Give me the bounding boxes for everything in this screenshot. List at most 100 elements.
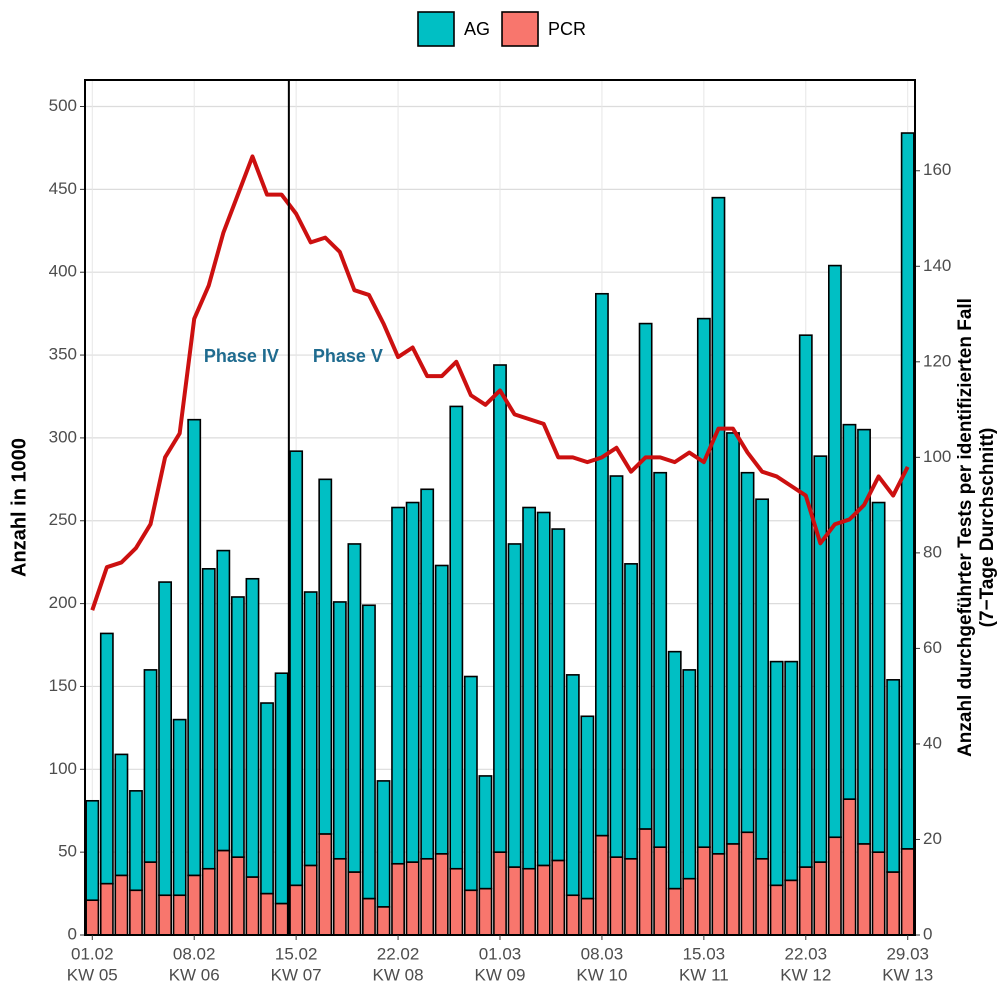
y2-tick-label: 100 — [923, 447, 951, 466]
x-tick-label: 22.02 — [377, 944, 420, 963]
y2-axis-title: Anzahl durchgeführter Tests per identifi… — [955, 298, 976, 757]
bar — [260, 702, 274, 895]
bar — [813, 455, 828, 863]
y2-tick-label: 120 — [923, 351, 951, 370]
bar — [667, 650, 682, 890]
x-tick-sublabel: KW 12 — [780, 965, 831, 984]
bar — [463, 675, 478, 892]
bar — [362, 897, 376, 936]
x-tick-sublabel: KW 13 — [882, 965, 933, 984]
bar — [609, 856, 624, 936]
bar — [463, 889, 478, 936]
bar — [99, 632, 114, 885]
bar — [711, 853, 726, 936]
bar — [143, 669, 158, 863]
bar — [638, 828, 653, 936]
bar — [318, 833, 333, 936]
bar — [827, 836, 842, 936]
legend-swatch — [417, 11, 455, 47]
bar — [769, 660, 784, 887]
bar — [740, 471, 755, 834]
bar — [624, 563, 638, 860]
bar — [376, 780, 391, 908]
x-tick-sublabel: KW 09 — [474, 965, 525, 984]
bar — [449, 867, 464, 936]
bar — [493, 364, 507, 853]
x-tick-label: 15.03 — [683, 944, 726, 963]
bar — [187, 418, 202, 877]
y2-tick-label: 0 — [923, 924, 932, 943]
y-tick-label: 350 — [49, 345, 77, 364]
bar — [653, 471, 668, 848]
bar — [857, 428, 871, 845]
bar — [449, 405, 464, 870]
bar — [813, 861, 828, 936]
y-tick-label: 100 — [49, 759, 77, 778]
bar — [391, 506, 405, 865]
y2-tick-label: 160 — [923, 160, 951, 179]
bar — [201, 867, 216, 936]
bar — [784, 879, 799, 936]
bar — [536, 864, 551, 936]
bar — [420, 857, 435, 936]
bar — [900, 848, 915, 936]
legend-swatch — [501, 11, 539, 47]
bar — [522, 867, 537, 936]
bar — [114, 874, 129, 936]
bar — [391, 862, 405, 936]
bar — [638, 322, 653, 830]
bar — [696, 317, 711, 848]
bar — [798, 334, 813, 868]
bar — [318, 478, 333, 835]
bar — [842, 423, 857, 800]
annotation: Phase V — [313, 346, 383, 366]
legend-label: AG — [464, 19, 490, 39]
bar — [624, 857, 638, 936]
y2-tick-label: 80 — [923, 542, 942, 561]
bar — [507, 866, 522, 936]
bar — [172, 894, 187, 936]
bar — [245, 876, 260, 936]
bar — [900, 132, 915, 850]
bar — [580, 715, 595, 900]
bar — [376, 906, 391, 936]
bar — [755, 857, 770, 936]
bar — [580, 897, 595, 936]
bar — [230, 596, 245, 858]
bar — [216, 849, 231, 936]
x-tick-label: 01.02 — [71, 944, 114, 963]
x-tick-sublabel: KW 10 — [576, 965, 627, 984]
bar — [551, 859, 566, 936]
bar — [871, 501, 886, 853]
y2-tick-label: 20 — [923, 829, 942, 848]
bar — [551, 528, 566, 862]
bar — [303, 591, 318, 867]
bar — [493, 851, 507, 936]
bar — [667, 887, 682, 936]
x-tick-label: 01.03 — [479, 944, 522, 963]
y-tick-label: 300 — [49, 427, 77, 446]
bar — [740, 831, 755, 936]
y2-tick-label: 140 — [923, 256, 951, 275]
y2-axis-title: (7−Tage Durchschnitt) — [977, 428, 998, 628]
bar — [755, 498, 770, 860]
bar — [827, 264, 842, 839]
bar — [565, 894, 580, 936]
bar — [536, 511, 551, 867]
bar — [595, 834, 609, 936]
bar — [85, 899, 100, 936]
x-tick-label: 29.03 — [886, 944, 929, 963]
bar — [842, 798, 857, 936]
bar — [434, 853, 449, 936]
bar — [114, 753, 129, 877]
y2-tick-label: 60 — [923, 638, 942, 657]
y-tick-label: 200 — [49, 593, 77, 612]
bar — [769, 884, 784, 936]
bar — [886, 871, 901, 936]
y-tick-label: 0 — [68, 924, 77, 943]
bar — [434, 564, 449, 855]
y-axis-title: Anzahl in 1000 — [8, 438, 30, 577]
bar — [507, 543, 522, 868]
bar — [274, 902, 289, 936]
bar — [129, 889, 143, 936]
